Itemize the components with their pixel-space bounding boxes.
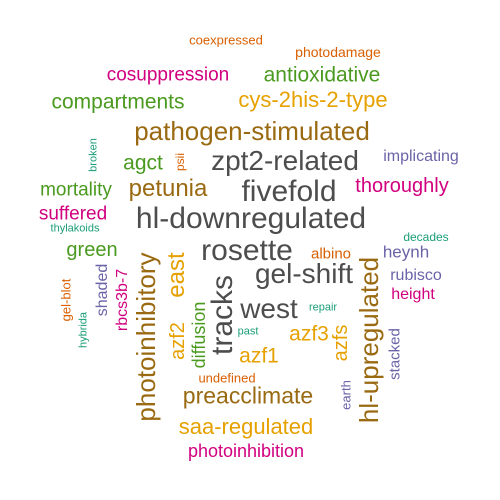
word-thoroughly: thoroughly xyxy=(355,175,449,197)
word-east: east xyxy=(163,252,190,298)
word-photoinhibitory: photoinhibitory xyxy=(131,252,161,422)
word-suffered: suffered xyxy=(38,203,108,225)
word-albino: albino xyxy=(310,245,352,263)
word-cys-2his-2-type: cys-2his-2-type xyxy=(238,87,388,112)
word-rbcs3b-7: rbcs3b-7 xyxy=(114,268,131,332)
word-west: west xyxy=(240,293,298,324)
word-rubisco: rubisco xyxy=(390,267,442,284)
word-saa-regulated: saa-regulated xyxy=(178,414,314,439)
word-mortality: mortality xyxy=(40,179,112,201)
word-tracks: tracks xyxy=(206,274,239,356)
word-decades: decades xyxy=(403,230,449,244)
word-shaded: shaded xyxy=(94,263,111,317)
word-green: green xyxy=(66,239,118,261)
word-azfs: azfs xyxy=(330,324,352,362)
word-zpt2-related: zpt2-related xyxy=(211,145,359,176)
word-psii: psii xyxy=(173,152,187,172)
word-height: height xyxy=(391,286,435,303)
word-petunia: petunia xyxy=(128,175,208,202)
word-rosette: rosette xyxy=(201,234,293,267)
word-implicating: implicating xyxy=(383,148,459,165)
word-broken: broken xyxy=(87,138,100,172)
word-thylakoids: thylakoids xyxy=(50,222,100,235)
word-heynh: heynh xyxy=(382,242,430,262)
word-preacclimate: preacclimate xyxy=(182,382,314,409)
word-azf2: azf2 xyxy=(167,322,189,360)
word-gel-shift: gel-shift xyxy=(254,258,354,289)
word-pathogen-stimulated: pathogen-stimulated xyxy=(134,116,370,146)
word-undefined: undefined xyxy=(198,370,256,386)
word-azf1: azf1 xyxy=(239,344,279,368)
word-photodamage: photodamage xyxy=(295,44,381,60)
word-earth: earth xyxy=(338,380,354,410)
word-repair: repair xyxy=(308,301,338,314)
word-stacked: stacked xyxy=(386,328,404,380)
word-hl-upregulated: hl-upregulated xyxy=(354,256,384,424)
word-diffusion: diffusion xyxy=(189,301,209,369)
word-fivefold: fivefold xyxy=(241,175,337,208)
word-azf3: azf3 xyxy=(289,322,329,346)
word-gel-blot: gel-blot xyxy=(58,278,74,322)
word-hl-downregulated: hl-downregulated xyxy=(135,202,367,235)
word-hybrida: hybrida xyxy=(77,311,90,349)
word-coexpressed: coexpressed xyxy=(189,32,263,48)
word-past: past xyxy=(237,325,259,338)
word-cosuppression: cosuppression xyxy=(106,64,230,86)
word-antioxidative: antioxidative xyxy=(263,63,381,87)
word-compartments: compartments xyxy=(51,90,185,114)
word-photoinhibition: photoinhibition xyxy=(187,441,305,461)
word-agct: agct xyxy=(123,151,163,175)
